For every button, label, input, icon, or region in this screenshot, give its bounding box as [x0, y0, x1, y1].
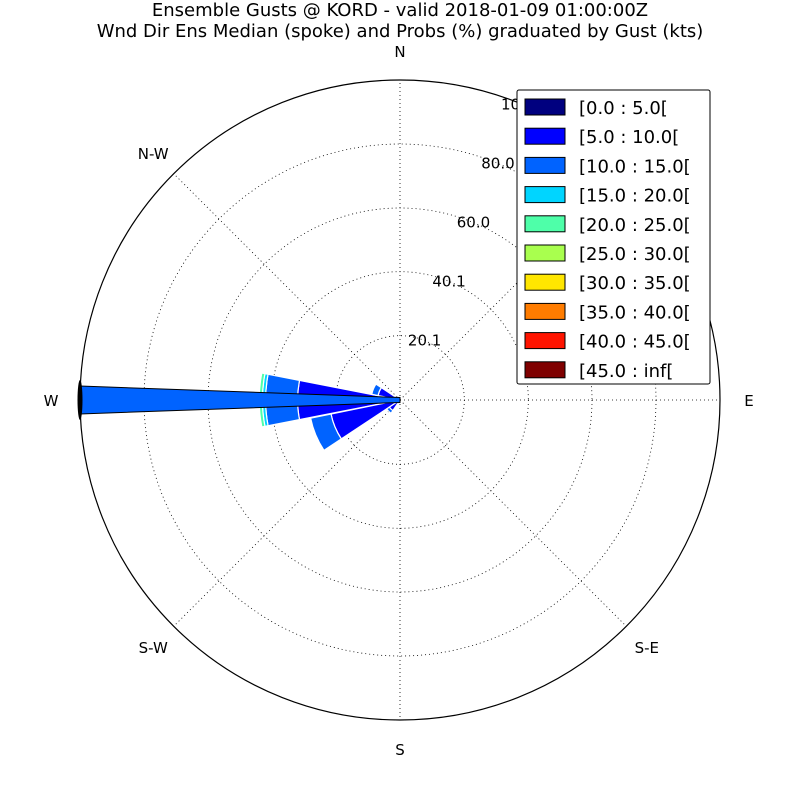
legend-label-0: [0.0 : 5.0[ [579, 98, 668, 119]
direction-label: S-W [139, 639, 168, 657]
direction-label: N [394, 43, 405, 61]
legend-label-5: [25.0 : 30.0[ [579, 244, 691, 265]
legend-swatch-6 [524, 273, 566, 291]
ring-label: 60.0 [457, 214, 490, 232]
legend-label-8: [40.0 : 45.0[ [579, 332, 691, 353]
chart-title: Ensemble Gusts @ KORD - valid 2018-01-09… [152, 0, 648, 21]
ring-gridline [207, 207, 593, 593]
ring-label: 40.1 [432, 272, 465, 290]
radial-gridline [399, 399, 627, 627]
direction-label: E [744, 392, 753, 410]
wedge-sector-3-bin-2 [385, 406, 394, 415]
legend-swatch-1 [524, 127, 566, 145]
ring-gridline [271, 271, 529, 529]
radial-gridline [399, 173, 627, 401]
chart-subtitle: Wnd Dir Ens Median (spoke) and Probs (%)… [97, 21, 704, 42]
legend-label-9: [45.0 : inf[ [579, 361, 673, 382]
legend-label-4: [20.0 : 25.0[ [579, 215, 691, 236]
legend-label-7: [35.0 : 40.0[ [579, 302, 691, 323]
legend-swatch-7 [524, 302, 566, 320]
legend-swatch-9 [524, 361, 566, 379]
legend-label-2: [10.0 : 15.0[ [579, 156, 691, 177]
legend-swatch-4 [524, 215, 566, 233]
direction-label: W [44, 392, 59, 410]
legend-swatch-2 [524, 156, 566, 174]
direction-label: S [395, 741, 405, 759]
polar-plot: 20.140.160.080.0100.0NN-EES-ESS-WWN-W [44, 43, 754, 759]
legend-swatch-0 [524, 98, 566, 116]
legend: [0.0 : 5.0[ [5.0 : 10.0[ [10.0 : 15.0[ [15.… [516, 89, 711, 385]
ring-gridline [335, 335, 465, 465]
legend-swatch-3 [524, 186, 566, 204]
ring-label: 20.1 [408, 332, 441, 350]
direction-label: S-E [635, 639, 659, 657]
legend-label-3: [15.0 : 20.0[ [579, 186, 691, 207]
outer-ring [79, 79, 721, 721]
ring-label: 80.0 [481, 154, 514, 172]
radial-gridline [173, 173, 401, 401]
legend-swatch-5 [524, 244, 566, 262]
radial-gridline [173, 399, 401, 627]
direction-label: N-W [138, 145, 169, 163]
ring-gridline [143, 143, 657, 657]
wedge-sector-1-bin-2 [309, 413, 343, 452]
legend-label-1: [5.0 : 10.0[ [579, 127, 679, 148]
legend-swatch-8 [524, 332, 566, 350]
legend-label-6: [30.0 : 35.0[ [579, 273, 691, 294]
wedge-sector-2-bin-2 [371, 383, 383, 397]
